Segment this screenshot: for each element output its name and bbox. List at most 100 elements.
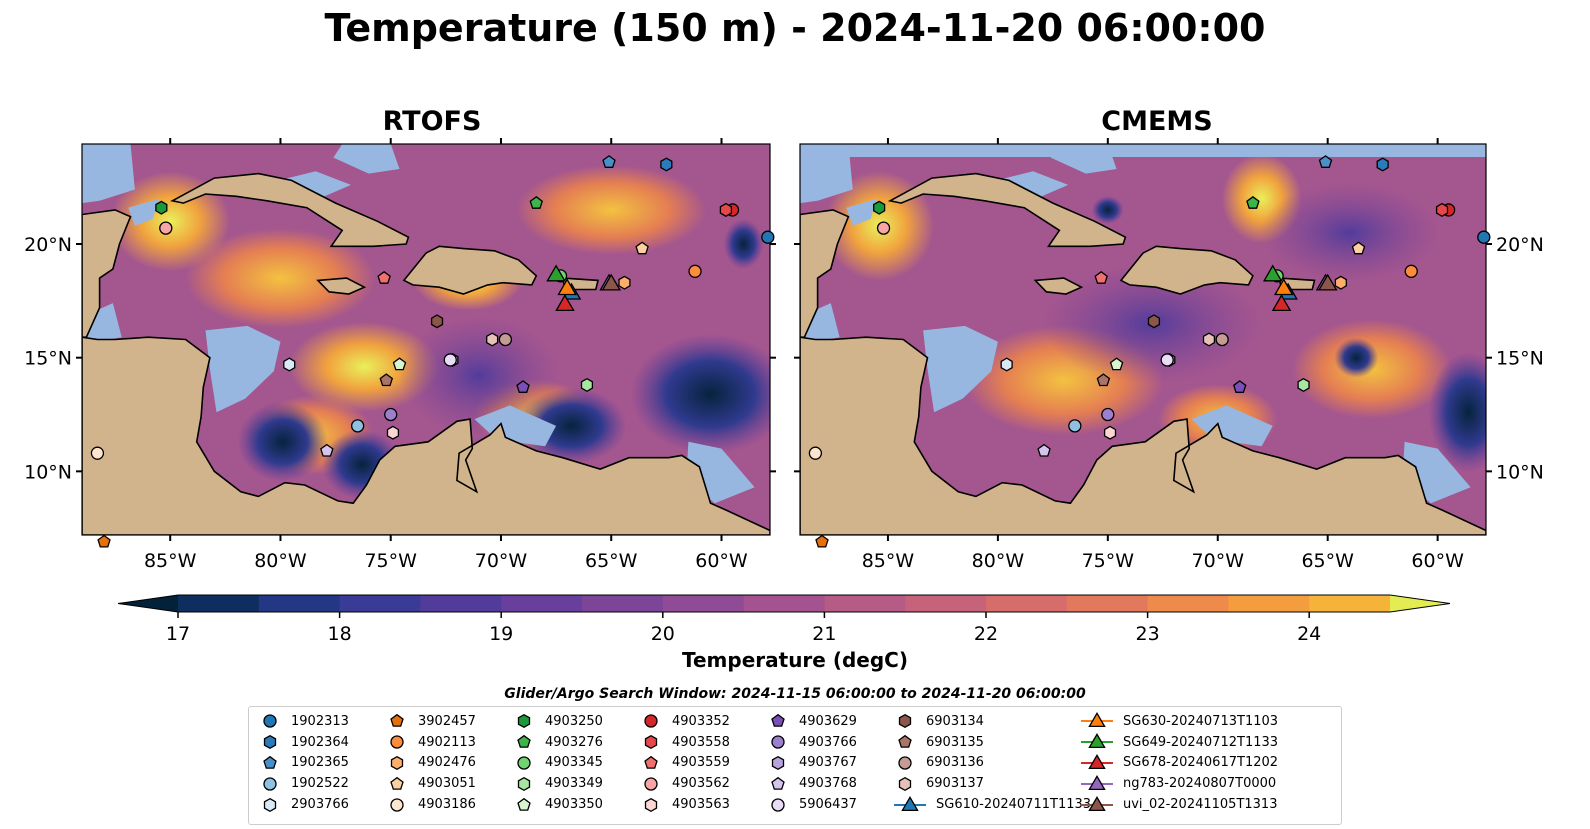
legend-item: 4903563: [640, 794, 730, 815]
legend-marker: [390, 776, 404, 790]
colorbar-extend-low: [118, 595, 178, 612]
legend-marker: [517, 756, 531, 770]
nodata-band: [800, 144, 1486, 157]
triangle-icon: [1081, 712, 1113, 728]
platform-marker: [688, 264, 702, 278]
lon-tick-label: 80°W: [972, 550, 1025, 572]
hexagon-icon: [644, 735, 658, 750]
shallow-water: [128, 198, 160, 226]
legend-label: 1902364: [291, 734, 349, 750]
legend-item: 4903629: [767, 711, 857, 732]
legend-marker: [263, 797, 277, 812]
platform-marker: [320, 443, 334, 457]
map-frame: [81, 143, 771, 536]
legend-marker: [1088, 733, 1106, 749]
platform-markers-rtofs: [90, 155, 775, 548]
legend-column: 1902313 1902364 1902365 1902522 2903766: [259, 711, 349, 815]
legend-label: 4903629: [799, 713, 857, 729]
platform-marker: [1096, 373, 1111, 387]
platform-marker: [379, 373, 394, 387]
colorbar-bin: [1228, 595, 1310, 612]
legend-label: 4903349: [545, 776, 603, 792]
platform-marker: [1103, 425, 1117, 440]
colorbar: 17 18 19 20 21 22 23 24: [117, 594, 1451, 645]
platform-marker: [1068, 419, 1082, 433]
lon-tick-label: 65°W: [1301, 550, 1354, 572]
platform-marker: [601, 273, 622, 291]
legend-marker: [517, 714, 531, 729]
legend-marker: [898, 714, 912, 729]
legend-item: 4903767: [767, 753, 857, 774]
platform-marker: [808, 446, 823, 460]
legend-marker: [644, 755, 658, 769]
lon-tick-label: 85°W: [862, 550, 915, 572]
legend-marker: [898, 735, 912, 748]
legend-marker: [390, 735, 404, 749]
legend-marker: [771, 755, 785, 771]
legend-label: 1902365: [291, 755, 349, 771]
triangle-icon: [1081, 795, 1113, 811]
legend-item: 4903349: [513, 773, 603, 794]
legend-item: 4903768: [767, 773, 857, 794]
legend-label: 4902476: [418, 755, 476, 771]
landmass-hispaniola: [402, 245, 538, 295]
legend-marker: [771, 797, 785, 812]
legend-item: 6903135: [894, 732, 1091, 753]
triangle-icon: [894, 795, 926, 811]
hexagon-icon: [517, 714, 531, 729]
platform-marker: [516, 380, 530, 393]
platform-marker: [1101, 407, 1115, 422]
legend-item: 4902476: [386, 753, 476, 774]
lon-tick-label: 75°W: [1082, 550, 1135, 572]
map-panel-rtofs: [82, 144, 770, 535]
legend-marker: [644, 797, 658, 812]
legend-item: 4903345: [513, 753, 603, 774]
platform-marker: [1094, 270, 1108, 284]
legend-marker: [644, 777, 658, 791]
hexagon-icon: [517, 776, 531, 791]
legend-label: SG630-20240713T1103: [1123, 713, 1279, 729]
lon-tick-label: 60°W: [695, 550, 748, 572]
legend-marker: [898, 776, 912, 791]
legend-item: 4903350: [513, 794, 603, 815]
circle-icon: [517, 756, 531, 770]
platform-marker: [1160, 353, 1174, 367]
legend-label: 4903766: [799, 734, 857, 750]
platform-marker: [1233, 380, 1247, 393]
platform-marker: [392, 357, 407, 371]
platform-marker: [1404, 264, 1418, 278]
circle-icon: [644, 777, 658, 791]
hexagon-icon: [263, 735, 277, 750]
legend-label: 4903352: [672, 713, 730, 729]
colorbar-tick-label: 17: [166, 623, 190, 645]
colorbar-bin: [582, 595, 664, 612]
temperature-anomaly: [185, 228, 376, 329]
legend-label: 4903563: [672, 797, 730, 813]
colorbar-tick-label: 23: [1136, 623, 1160, 645]
shallow-water: [1050, 144, 1117, 174]
platform-marker: [635, 241, 649, 255]
legend-item: 1902365: [259, 753, 349, 774]
pentagon-icon: [517, 797, 531, 811]
colorbar-bin: [258, 595, 341, 612]
landmass-southland: [800, 336, 1486, 535]
landmass-cuba: [170, 172, 410, 248]
legend-marker: [644, 735, 658, 750]
legend-item: SG678-20240617T1202: [1081, 753, 1278, 774]
hexagon-icon: [898, 714, 912, 729]
legend-item: 4903250: [513, 711, 603, 732]
legend-item: 4903559: [640, 753, 730, 774]
platform-marker: [1334, 275, 1347, 290]
platform-marker: [1318, 155, 1333, 168]
platform-marker: [386, 425, 400, 440]
legend-label: 2903766: [291, 797, 349, 813]
platform-marker: [155, 200, 168, 215]
platform-marker: [555, 294, 575, 312]
platform-marker: [1477, 230, 1491, 244]
legend-item: SG649-20240712T1133: [1081, 732, 1278, 753]
legend-column: 4903629 4903766 4903767 4903768 5906437: [767, 711, 857, 815]
colorbar-bin: [1309, 595, 1391, 612]
circle-icon: [771, 735, 785, 749]
triangle-icon: [1081, 733, 1113, 749]
legend-marker: [263, 735, 277, 750]
